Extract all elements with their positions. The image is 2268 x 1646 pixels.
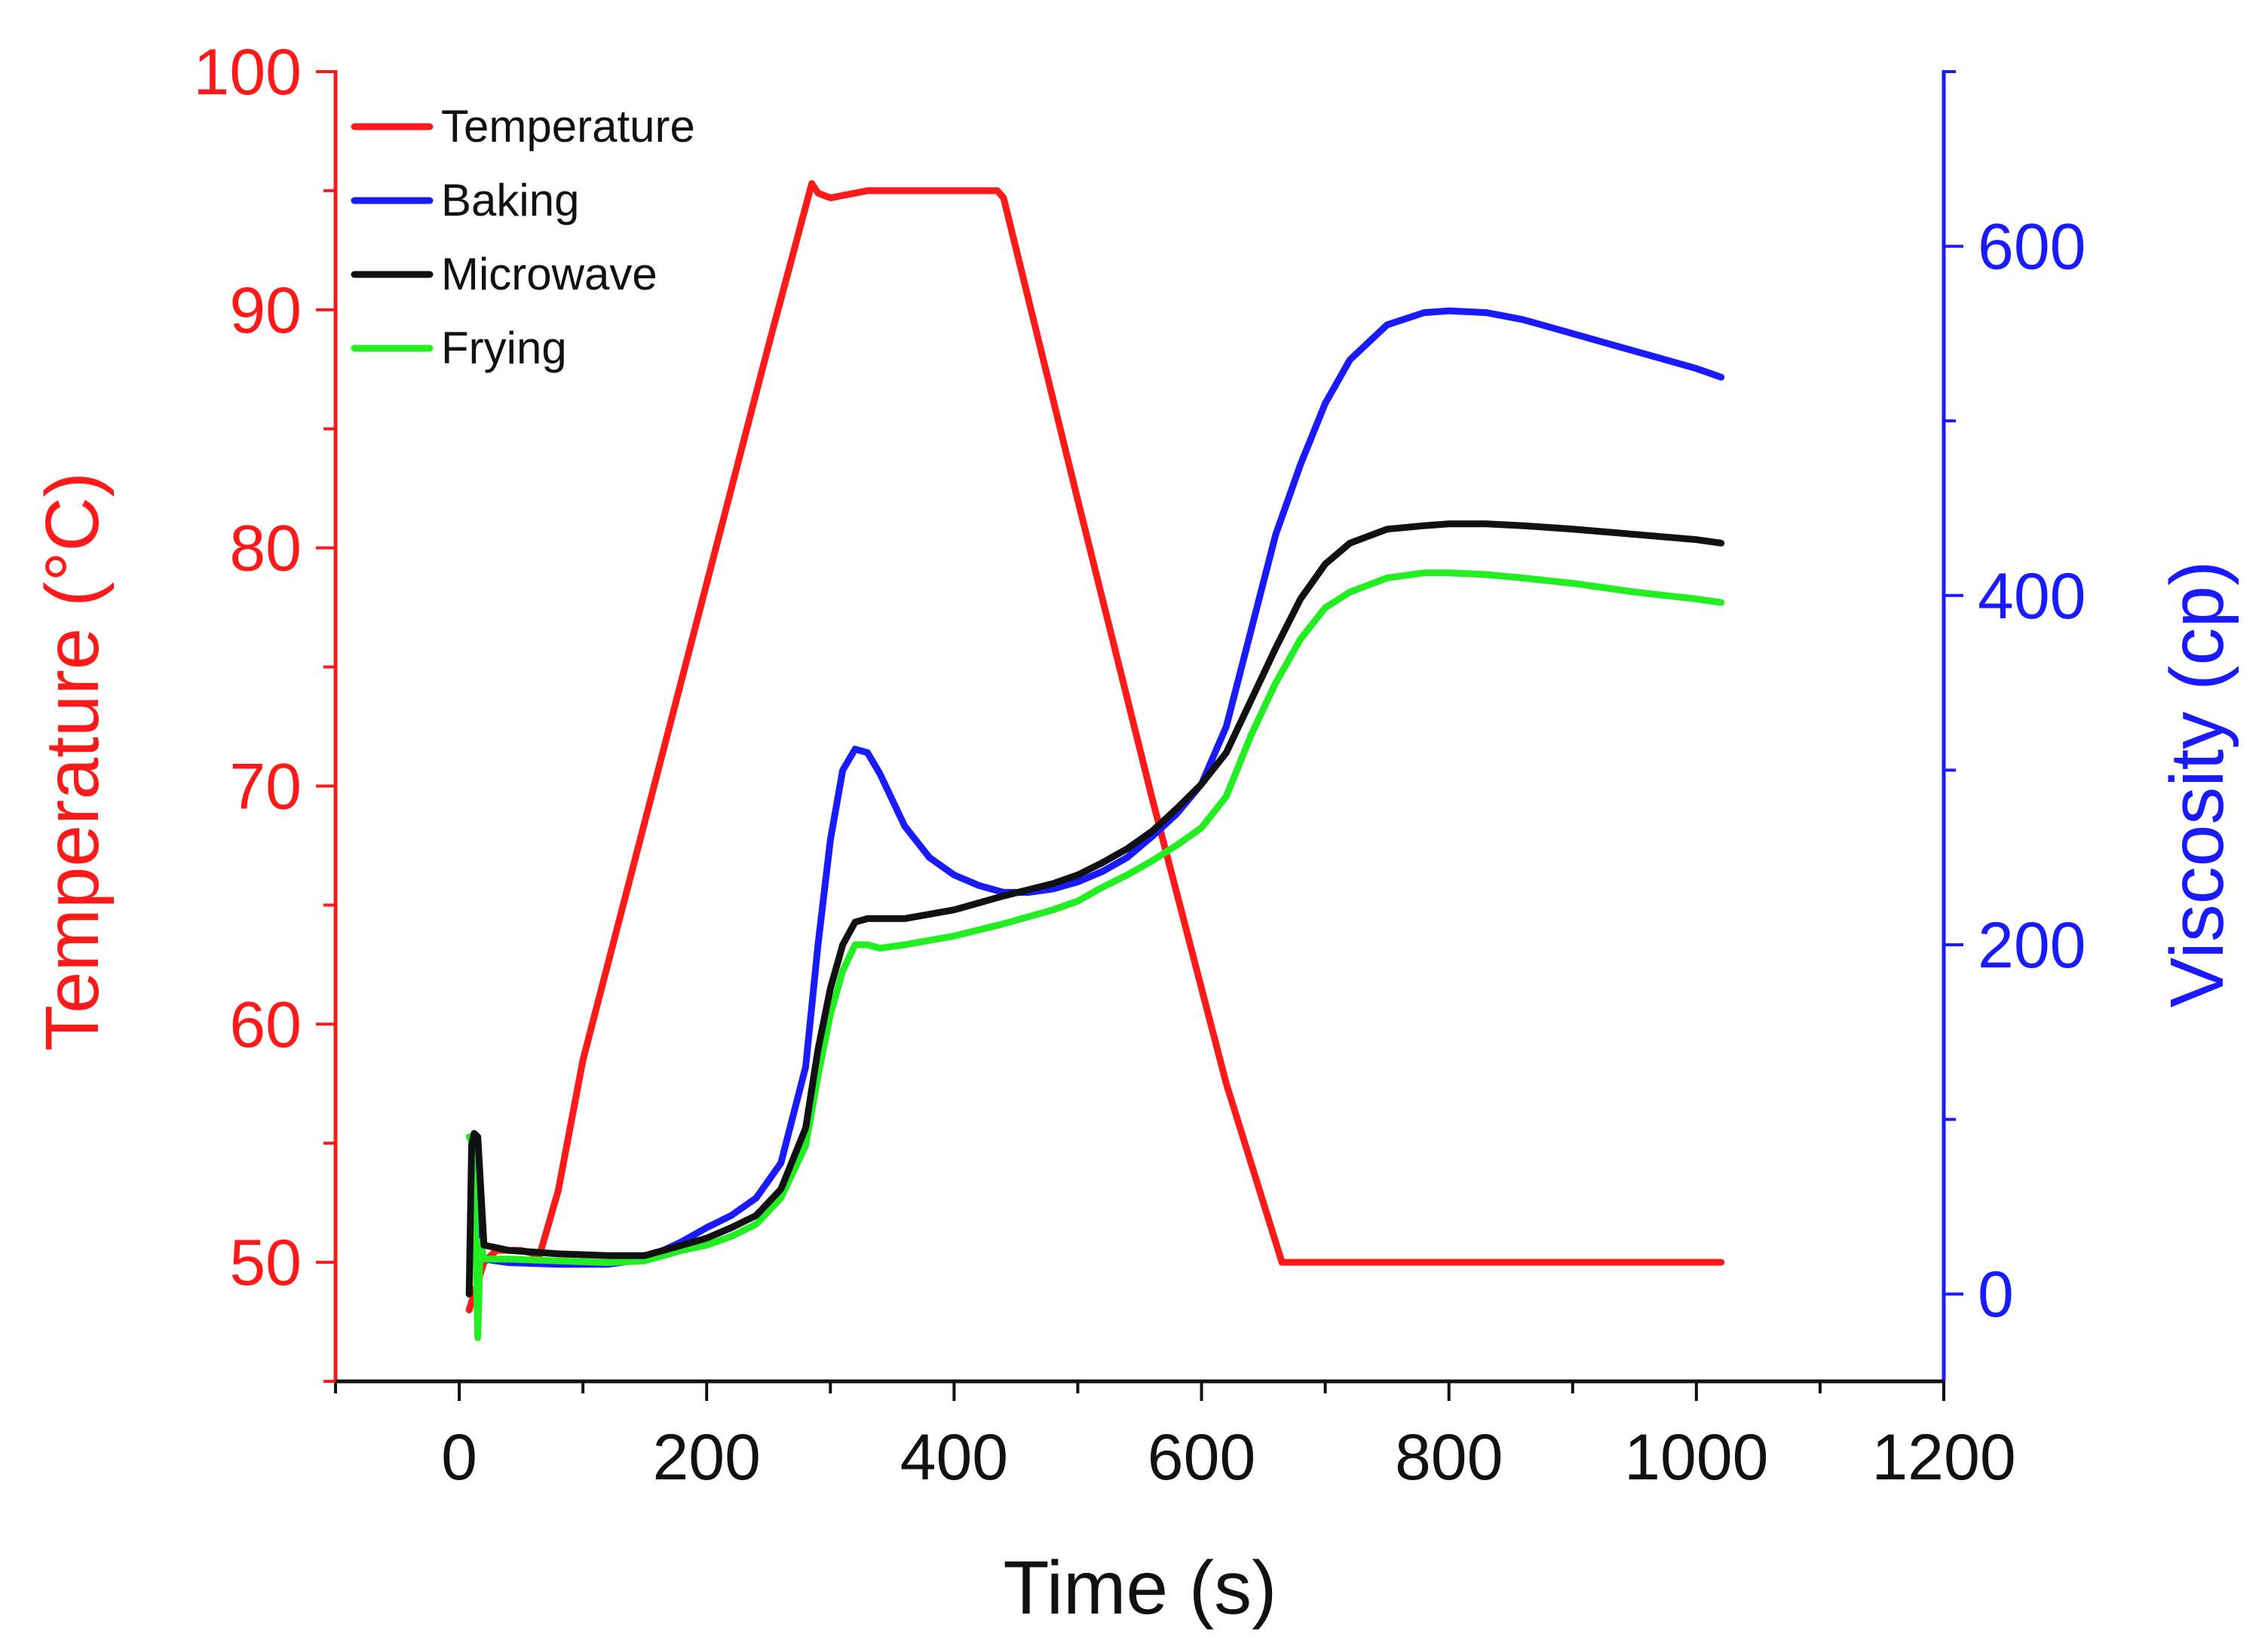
y-left-tick-label: 50	[229, 1227, 302, 1299]
y-left-axis-title: Temperature (°C)	[30, 472, 115, 1051]
x-axis-ticks: 0 200 400 600 800 1000 1200	[334, 1381, 2016, 1494]
legend-label-temperature: Temperature	[441, 101, 695, 152]
series-line-frying	[465, 569, 1725, 1341]
x-tick-label: 400	[900, 1421, 1009, 1494]
y-left-tick-label: 100	[194, 36, 302, 109]
x-tick-label: 800	[1395, 1421, 1503, 1494]
series-line-microwave	[465, 520, 1725, 1298]
y-right-axis-ticks: 0 200 400 600	[1944, 70, 2086, 1331]
axes-layer	[333, 70, 1946, 1384]
legend-label-microwave: Microwave	[441, 249, 657, 299]
y-right-tick-label: 400	[1978, 560, 2086, 633]
y-right-tick-label: 0	[1978, 1258, 2014, 1331]
series-layer	[465, 179, 1725, 1341]
x-tick-label: 0	[441, 1421, 477, 1494]
y-left-tick-label: 60	[229, 989, 302, 1061]
y-left-axis-ticks: 50 60 70 80 90 100	[194, 36, 336, 1383]
x-tick-label: 1000	[1624, 1421, 1768, 1494]
y-left-tick-label: 80	[229, 513, 302, 585]
x-tick-label: 200	[652, 1421, 761, 1494]
legend-label-baking: Baking	[441, 175, 579, 225]
x-axis-title: Time (s)	[1004, 1546, 1277, 1630]
y-right-axis-title: Viscosity (cp)	[2155, 561, 2239, 1008]
legend: Temperature Baking Microwave Frying	[351, 101, 695, 373]
y-left-tick-label: 70	[229, 750, 302, 823]
y-right-tick-label: 200	[1978, 909, 2086, 982]
y-left-tick-label: 90	[229, 274, 302, 347]
legend-label-frying: Frying	[441, 323, 567, 373]
x-tick-label: 1200	[1871, 1421, 2015, 1494]
x-tick-label: 600	[1148, 1421, 1256, 1494]
y-right-tick-label: 600	[1978, 211, 2086, 284]
